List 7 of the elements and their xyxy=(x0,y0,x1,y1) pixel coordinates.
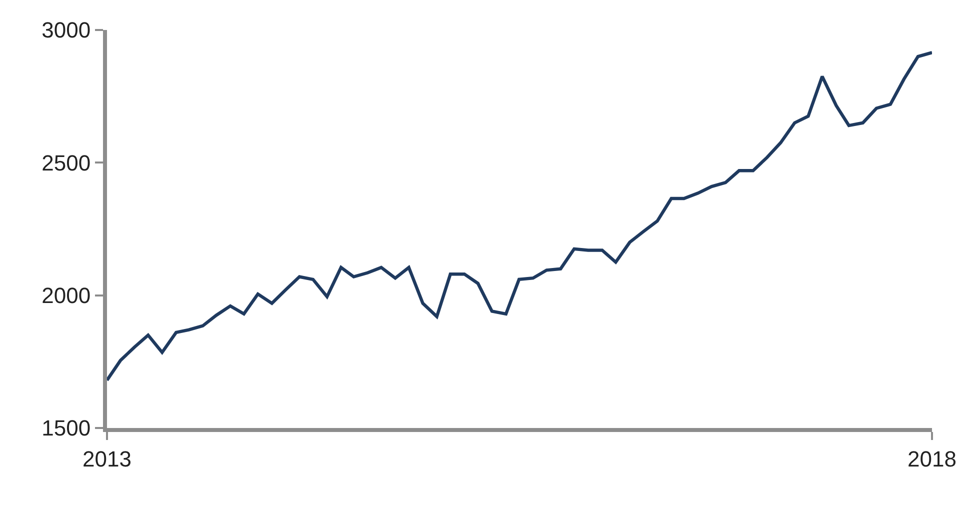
line-series xyxy=(107,50,932,382)
x-tick-label: 2018 xyxy=(908,446,956,472)
y-tick-label: 2000 xyxy=(42,283,91,308)
y-tick-label: 1500 xyxy=(42,416,91,441)
y-tick-label: 2500 xyxy=(42,150,91,176)
x-tick-label: 2013 xyxy=(82,446,132,472)
y-tick-label: 3000 xyxy=(42,18,91,43)
